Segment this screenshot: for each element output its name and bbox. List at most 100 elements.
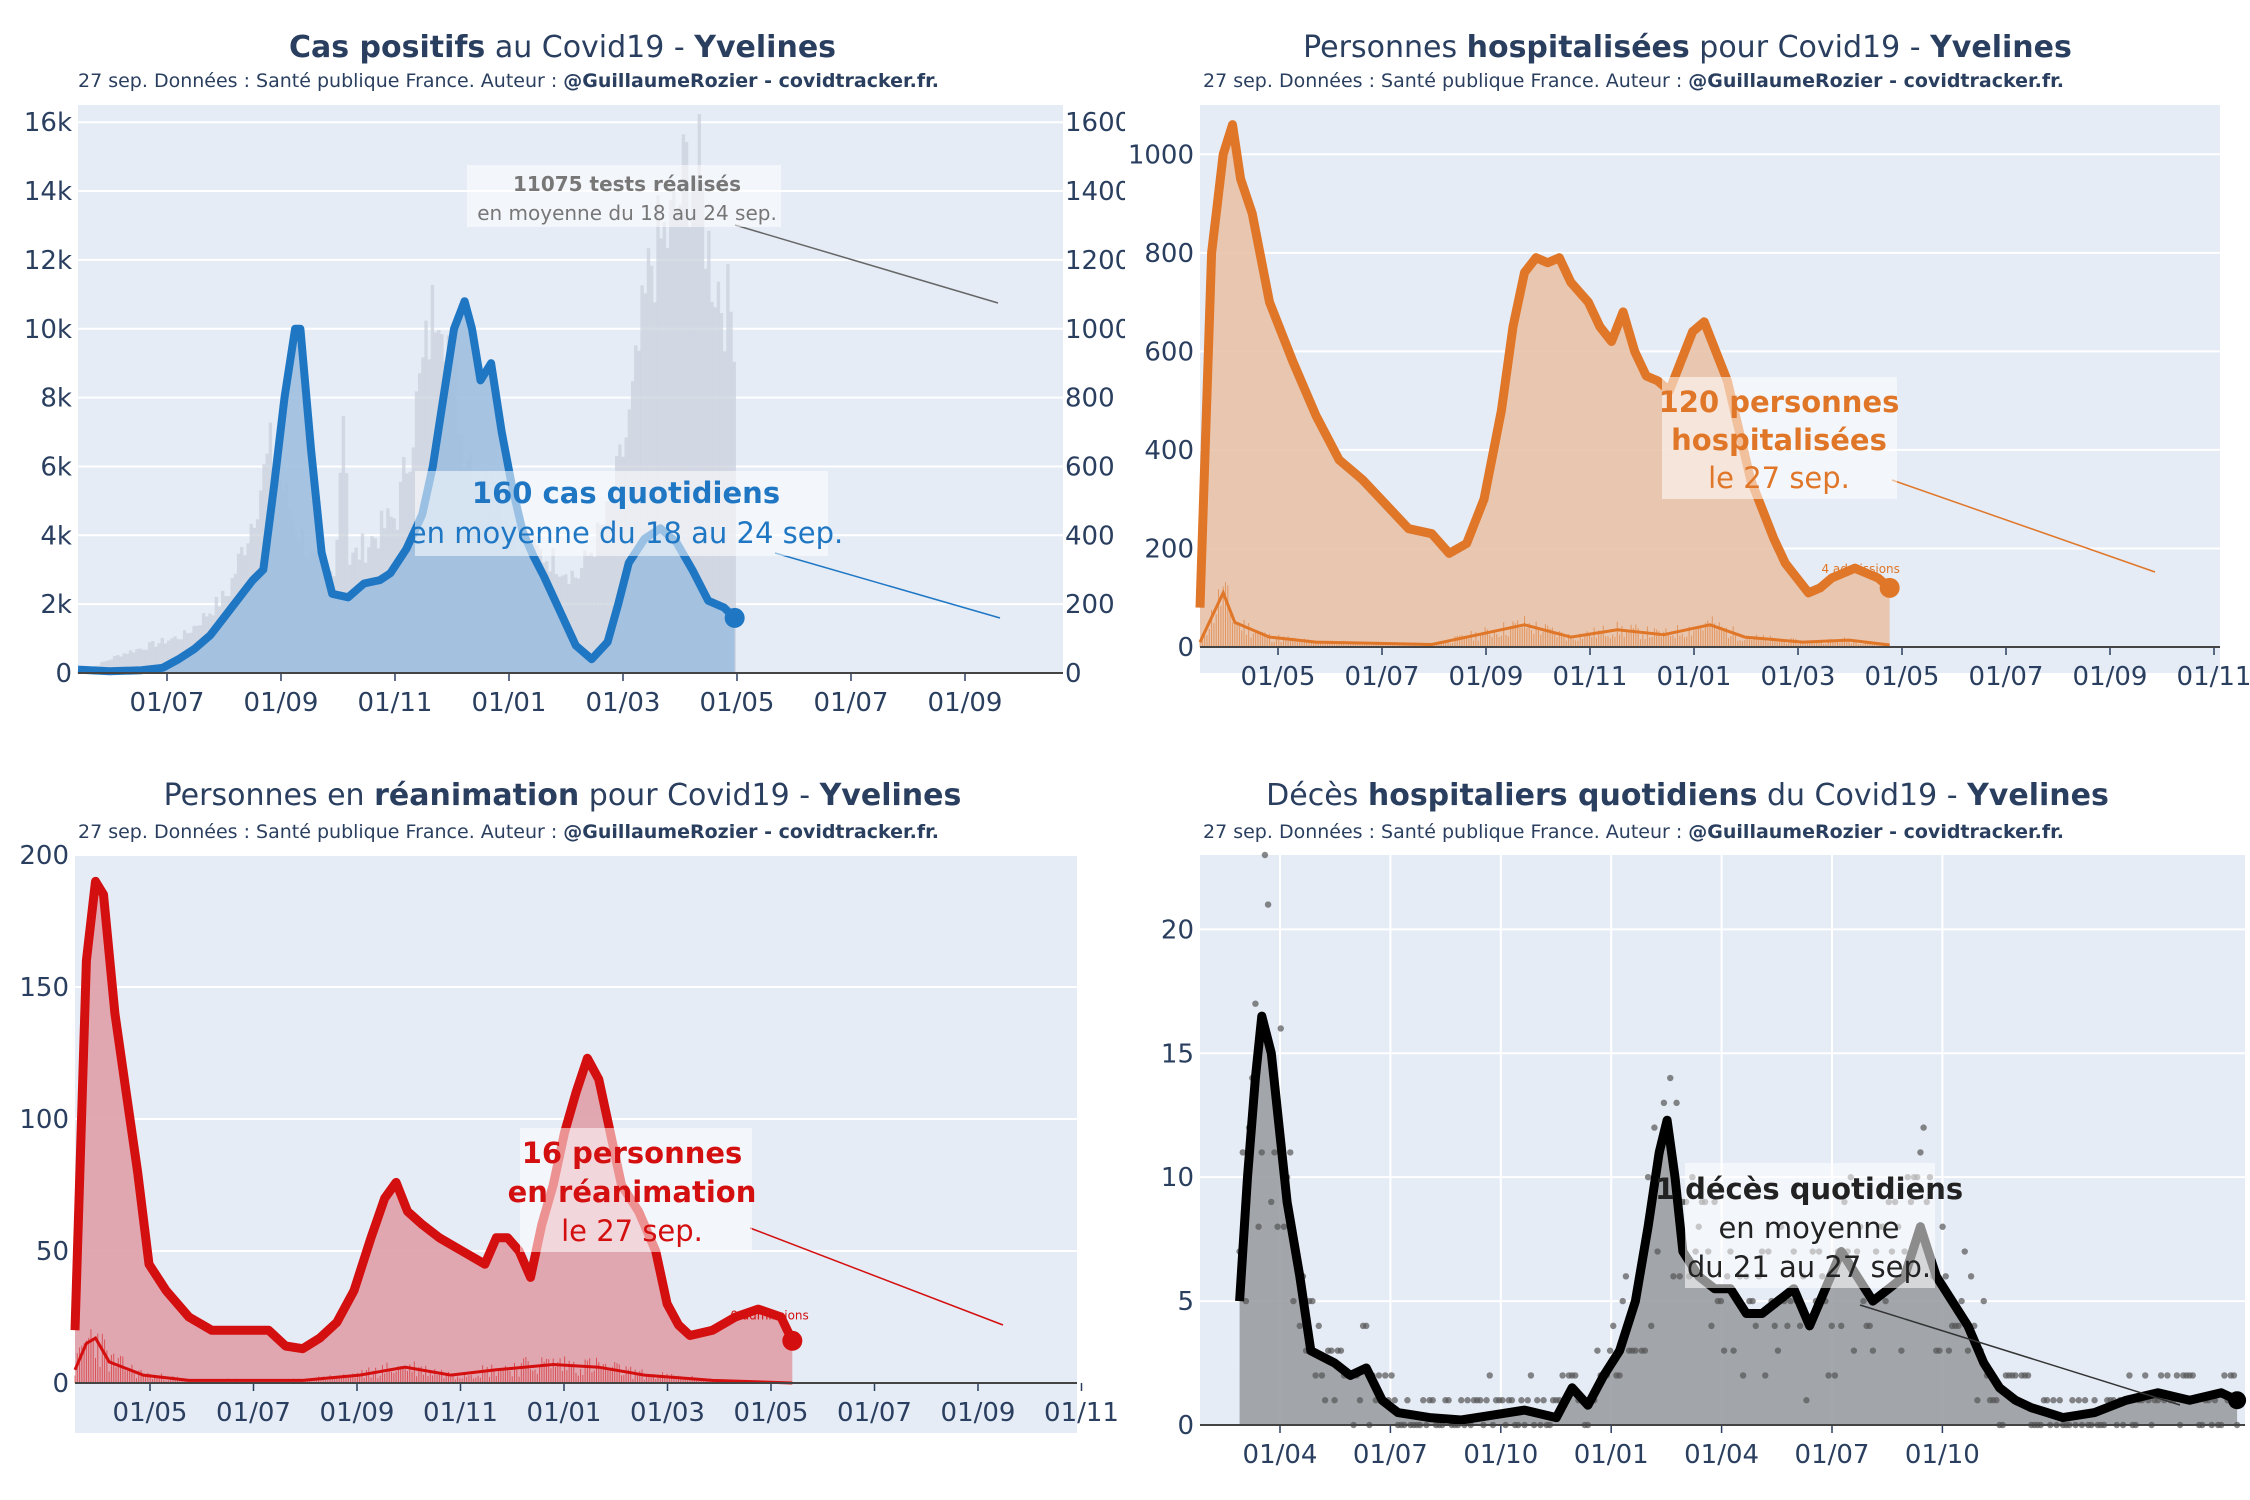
deaths-daily-point [1321, 1397, 1329, 1404]
deaths-daily-point [1866, 1322, 1873, 1330]
cases-tests-bar [109, 659, 114, 673]
cases-tests-bar [166, 640, 171, 673]
cases-tests-bar [141, 649, 145, 673]
deaths-annot-text: en moyenne [1718, 1211, 1899, 1245]
cases-tests-bar [147, 642, 152, 673]
hosp-annotations: 4 admissions 120 personnes hospitalisées le… [1659, 377, 2156, 576]
rea-admissions-line [73, 1336, 793, 1385]
deaths-daily-point [1274, 1223, 1281, 1230]
deaths-daily-point [2164, 1372, 2171, 1379]
deaths-daily-point [1676, 1273, 1683, 1280]
cases-tests-bar [621, 456, 625, 673]
cases-last-point [724, 607, 745, 628]
deaths-daily-point [2069, 1397, 2076, 1404]
deaths-daily-point [1328, 1347, 1335, 1354]
deaths-daily-point [1616, 1372, 1623, 1379]
rea-ytick-label: 100 [19, 1105, 69, 1135]
hosp-xtick-label: 01/07 [1345, 662, 1420, 692]
hosp-annot-text: 120 personnes [1659, 385, 1900, 419]
cases-tests-annot-text: 11075 tests réalisés [513, 172, 741, 196]
deaths-daily-point [1337, 1347, 1345, 1354]
cases-y2tick-label: 1400 [1065, 177, 1125, 207]
deaths-daily-point [1559, 1372, 1566, 1379]
hosp-xtick-label: 01/05 [1865, 662, 1940, 692]
deaths-daily-point [1264, 901, 1272, 908]
cases-area [78, 301, 735, 673]
hosp-marks [1195, 120, 1900, 647]
deaths-daily-point [1420, 1397, 1427, 1404]
deaths-daily-point [1606, 1347, 1614, 1354]
deaths-daily-point [1363, 1322, 1370, 1330]
cases-annot-text: 160 cas quotidiens [472, 476, 780, 510]
deaths-annotations: 1 décès quotidiens en moyenne du 21 au 27 … [1655, 1163, 2181, 1406]
deaths-daily-point [1784, 1322, 1791, 1330]
hosp-annot-arrow [1891, 479, 2156, 573]
cases-ytick-label: 12k [24, 246, 72, 276]
cases-tests-bar [125, 653, 130, 673]
hosp-ytick-label: 600 [1144, 337, 1194, 367]
cases-ytick-label: 8k [40, 384, 72, 414]
hosp-line [1195, 120, 1893, 608]
deaths-daily-point [2024, 1372, 2032, 1379]
cases-annot-box [415, 471, 828, 556]
deaths-daily-point [1255, 1223, 1262, 1230]
hosp-xtick-label: 01/07 [1969, 662, 2044, 692]
deaths-xtick-label: 01/04 [1243, 1440, 1318, 1470]
deaths-daily-point [1391, 1397, 1398, 1404]
deaths-daily-point [1825, 1372, 1832, 1379]
deaths-daily-point [1619, 1297, 1626, 1305]
deaths-daily-point [1667, 1074, 1674, 1082]
deaths-daily-point [1268, 1198, 1275, 1206]
cases-xtick-label: 01/07 [814, 688, 889, 718]
cases-tests-bar [173, 636, 177, 673]
cases-tests-bar [157, 643, 161, 673]
hosp-annot-text: hospitalisées [1671, 423, 1887, 457]
hosp-xtick-label: 01/11 [2177, 662, 2250, 692]
deaths-ytick-label: 20 [1161, 915, 1194, 945]
rea-ytick-label: 150 [19, 973, 69, 1003]
cases-tests-bar [170, 638, 174, 673]
deaths-daily-point [1296, 1322, 1303, 1330]
rea-ytick-label: 0 [52, 1369, 69, 1399]
cases-tests-bar [112, 656, 117, 673]
hosp-xtick-label: 01/11 [1553, 662, 1628, 692]
deaths-daily-point [1771, 1322, 1778, 1330]
cases-tests-bar [649, 265, 654, 673]
cases-tests-bar [614, 456, 619, 673]
rea-annotations: 0 admissions 16 personnes en réanimation le… [508, 1128, 1004, 1326]
deaths-daily-point [1787, 1297, 1794, 1305]
deaths-daily-point [1483, 1397, 1490, 1404]
hosp-credit: 27 sep. Données : Santé publique France.… [1203, 70, 2065, 92]
deaths-daily-point [1730, 1347, 1737, 1354]
deaths-daily-point [1312, 1372, 1319, 1379]
cases-annot-text: en moyenne du 18 au 24 sep. [409, 516, 843, 550]
deaths-daily-point [1277, 1025, 1284, 1032]
deaths-daily-point [1518, 1397, 1525, 1404]
cases-tests-bar [132, 652, 136, 673]
cases-tests-bar [707, 230, 711, 674]
cases-annotations: 11075 tests réalisés en moyenne du 18 au … [409, 165, 1001, 619]
cases-tests-bar [163, 643, 168, 673]
cases-xtick-label: 01/09 [244, 688, 319, 718]
hosp-chart: 4 admissions 120 personnes hospitalisées le… [1128, 105, 2250, 692]
cases-xtick-label: 01/09 [928, 688, 1003, 718]
deaths-daily-point [2012, 1372, 2019, 1379]
cases-tests-bar [726, 264, 730, 673]
rea-xtick-label: 01/03 [630, 1398, 705, 1428]
deaths-daily-point [1388, 1372, 1395, 1379]
cases-tests-bar [684, 141, 689, 673]
hosp-area [1200, 124, 1890, 647]
deaths-daily-point [1708, 1322, 1715, 1330]
cases-tests-bar [119, 656, 123, 673]
deaths-daily-point [1762, 1372, 1769, 1379]
deaths-daily-point [1271, 1149, 1278, 1156]
deaths-xtick-label: 01/04 [1684, 1440, 1759, 1470]
deaths-daily-point [1290, 1297, 1297, 1305]
cases-tests-bar [122, 653, 126, 673]
cases-annot-arrow [774, 552, 1001, 619]
deaths-daily-point [1945, 1347, 1953, 1354]
cases-tests-bar [675, 209, 679, 673]
cases-ytick-label: 2k [40, 590, 72, 620]
deaths-daily-point [1382, 1372, 1389, 1379]
rea-annot-text: 16 personnes [522, 1136, 743, 1170]
